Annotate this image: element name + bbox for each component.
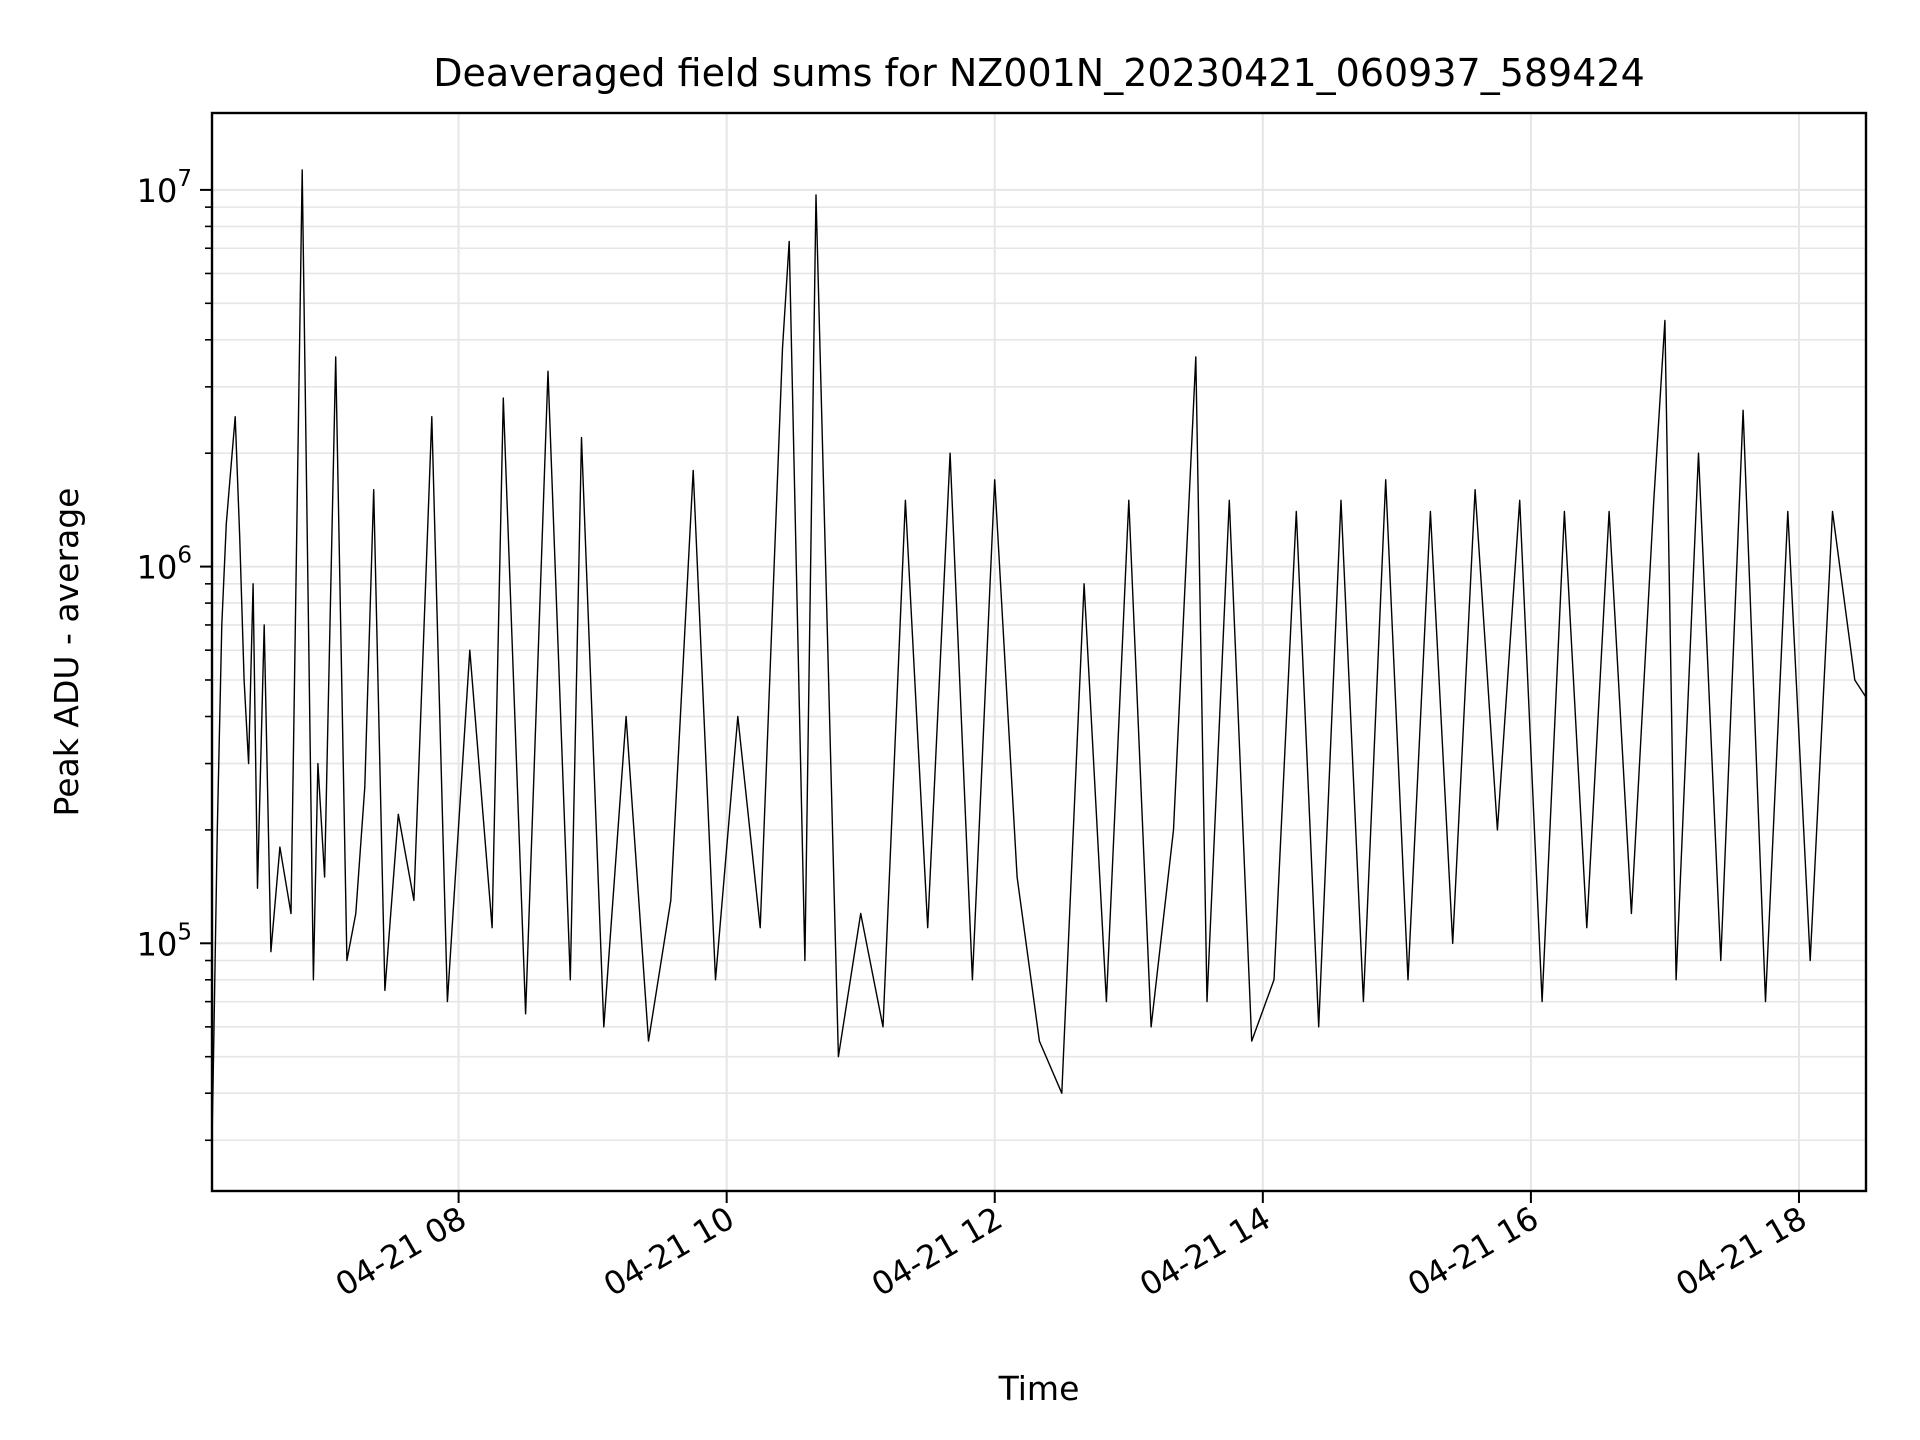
grid	[212, 113, 1866, 1191]
y-tick-label: 107	[137, 166, 192, 210]
series-layer	[211, 169, 1867, 1141]
series-line	[211, 169, 1867, 1141]
plot-frame	[210, 111, 1868, 1193]
y-tick-label: 106	[137, 543, 192, 587]
chart-title: Deaveraged field sums for NZ001N_2023042…	[433, 51, 1645, 95]
x-axis-label: Time	[998, 1369, 1080, 1408]
y-axis-label: Peak ADU - average	[47, 488, 86, 817]
y-axis: 105 106 107	[137, 166, 212, 1142]
y-tick-label: 105	[137, 919, 192, 963]
